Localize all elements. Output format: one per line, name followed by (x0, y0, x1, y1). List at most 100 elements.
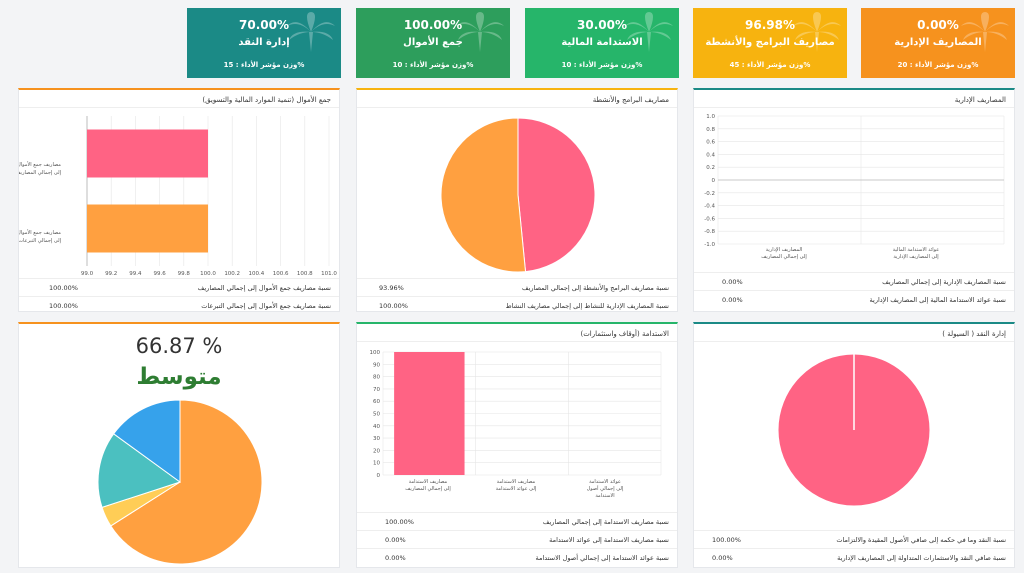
pie-slice (110, 399, 263, 565)
y-tick-label: 10 (373, 461, 380, 467)
table-row: نسبة مصاريف جمع الأموال إلى إجمالي التبر… (19, 296, 339, 311)
y-tick-label: -0.2 (704, 191, 715, 197)
palm-logo-icon (625, 12, 673, 52)
row-value: 100.00% (385, 518, 414, 526)
kpi-card-programs[interactable]: 96.98% مصاريف البرامج والأنشطة وزن مؤشر … (693, 8, 847, 78)
kpi-weight: وزن مؤشر الأداء : 15% (223, 61, 305, 69)
pie-slice (440, 117, 527, 273)
card-title: المصاريف الإدارية (954, 96, 1006, 104)
bar-category-label: إلى عوائد الاستدامة (496, 486, 537, 492)
axis-category-label: المصاريف الإدارية (766, 247, 803, 253)
row-label: نسبة صافي النقد والاستثمارات المتداولة إ… (837, 554, 1006, 562)
card-title: مصاريف البرامج والأنشطة (592, 96, 669, 104)
palm-logo-icon (287, 12, 335, 52)
pie-slice (517, 117, 596, 273)
x-tick-label: 100.2 (224, 271, 240, 277)
kpi-weight: وزن مؤشر الأداء : 10% (561, 61, 643, 69)
bar (394, 352, 465, 475)
kpi-card-cash[interactable]: 70.00% إدارة النقد وزن مؤشر الأداء : 15% (187, 8, 341, 78)
kpi-value: 0.00% (917, 18, 959, 32)
bar-category-label: إلى إجمالي المصاريف (405, 486, 451, 492)
y-tick-label: 0.4 (706, 152, 715, 158)
overall-card: 66.87 % متوسط (18, 322, 340, 568)
kpi-weight: وزن مؤشر الأداء : 45% (729, 61, 811, 69)
row-value: 0.00% (722, 296, 743, 304)
x-tick-label: 99.2 (105, 271, 117, 277)
table-row: نسبة عوائد الاستدامة إلى إجمالي أصول الا… (357, 548, 677, 566)
programs-pie-chart (440, 117, 596, 273)
table-row: نسبة المصاريف الإدارية للنشاط إلى إجمالي… (357, 296, 677, 311)
row-value: 0.00% (385, 536, 406, 544)
y-tick-label: -0.6 (704, 216, 715, 222)
y-tick-label: 40 (373, 424, 380, 430)
bar-category-label: مصاريف الاستدامة (497, 479, 536, 485)
kpi-card-admin-expenses[interactable]: 0.00% المصاريف الإدارية وزن مؤشر الأداء … (861, 8, 1015, 78)
row-label: نسبة المصاريف الإدارية للنشاط إلى إجمالي… (505, 302, 669, 310)
x-tick-label: 100.6 (273, 271, 289, 277)
y-tick-label: 50 (373, 412, 380, 418)
y-tick-label: 80 (373, 375, 380, 381)
overall-percent: 66.87 % (135, 334, 223, 358)
axis-category-label: إلى إجمالي المصاريف (761, 254, 807, 260)
kpi-value: 100.00% (403, 18, 463, 32)
bar-category-label: مصاريف جمع الأموال (19, 229, 61, 236)
palm-logo-icon (961, 12, 1009, 52)
table-row: نسبة مصاريف الاستدامة إلى إجمالي المصاري… (357, 512, 677, 530)
table-row: نسبة مصاريف البرامج والأنشطة إلى إجمالي … (357, 278, 677, 296)
y-tick-label: 1.0 (706, 114, 715, 120)
row-label: نسبة عوائد الاستدامة المالية إلى المصاري… (869, 296, 1006, 304)
bar (87, 204, 208, 253)
y-tick-label: 0 (377, 473, 381, 479)
bar-category-label: مصاريف الاستدامة (409, 479, 448, 485)
table-row: نسبة مصاريف جمع الأموال إلى إجمالي المصا… (19, 278, 339, 296)
y-tick-label: 0.6 (706, 140, 715, 146)
kpi-weight: وزن مؤشر الأداء : 10% (392, 61, 474, 69)
row-label: نسبة مصاريف البرامج والأنشطة إلى إجمالي … (521, 284, 669, 292)
y-tick-label: 30 (373, 436, 380, 442)
overall-level: متوسط (136, 364, 222, 390)
table-row: نسبة المصاريف الإدارية إلى إجمالي المصار… (694, 272, 1014, 290)
y-tick-label: 60 (373, 399, 380, 405)
table-row: نسبة النقد وما في حكمه إلى صافي الأصول ا… (694, 530, 1014, 548)
bar-category-label: عوائد الاستدامة (589, 479, 621, 485)
y-tick-label: 0.8 (706, 127, 715, 133)
row-value: 0.00% (722, 278, 743, 286)
bar-category-label: إلى إجمالي المصاريف (19, 170, 62, 176)
y-tick-label: 0 (712, 178, 716, 184)
row-label: نسبة عوائد الاستدامة إلى إجمالي أصول الا… (535, 554, 670, 562)
overall-pie-chart (97, 399, 263, 565)
fundraising-card: جمع الأموال (تنمية الموارد المالية والتس… (18, 88, 340, 312)
y-tick-label: 20 (373, 448, 380, 454)
x-tick-label: 99.8 (178, 271, 191, 277)
kpi-title: المصاريف الإدارية (894, 37, 982, 48)
palm-logo-icon (456, 12, 504, 52)
kpi-weight: وزن مؤشر الأداء : 20% (897, 61, 979, 69)
x-tick-label: 99.6 (153, 271, 166, 277)
kpi-card-sustainability[interactable]: 30.00% الاستدامة المالية وزن مؤشر الأداء… (525, 8, 679, 78)
row-label: نسبة مصاريف جمع الأموال إلى إجمالي المصا… (197, 284, 331, 292)
y-tick-label: -1.0 (704, 242, 715, 248)
x-tick-label: 100.8 (297, 271, 313, 277)
x-tick-label: 99.0 (81, 271, 94, 277)
x-tick-label: 100.4 (249, 271, 265, 277)
row-value: 100.00% (49, 302, 78, 310)
y-tick-label: -0.8 (704, 229, 715, 235)
kpi-card-fundraising[interactable]: 100.00% جمع الأموال وزن مؤشر الأداء : 10… (356, 8, 510, 78)
row-value: 100.00% (49, 284, 78, 292)
palm-logo-icon (793, 12, 841, 52)
bar-category-label: إلى إجمالي أصول (587, 485, 624, 492)
row-label: نسبة مصاريف الاستدامة إلى إجمالي المصاري… (542, 518, 669, 526)
x-tick-label: 101.0 (321, 271, 337, 277)
sustainability-card: الاستدامة (أوقاف واستثمارات) 100 90 80 70 60… (356, 322, 678, 568)
row-value: 93.96% (379, 284, 404, 292)
cash-card: إدارة النقد ( السيولة ) نسبة النقد وما ف… (693, 322, 1015, 568)
row-value: 100.00% (379, 302, 408, 310)
x-tick-label: 99.4 (129, 271, 142, 277)
table-row: نسبة عوائد الاستدامة المالية إلى المصاري… (694, 290, 1014, 308)
pie-slice (97, 433, 182, 508)
admin-card: المصاريف الإدارية 1.0 0.8 0.6 0.4 0.2 0 -0.2 -0… (693, 88, 1015, 312)
kpi-title: الاستدامة المالية (561, 37, 643, 48)
fundraising-bar-chart: 99.0 99.2 99.4 99.6 99.8 100.0 100.2 100.4 100.6… (19, 116, 337, 277)
axis-category-label: عوائد الاستدامة المالية (893, 247, 940, 253)
